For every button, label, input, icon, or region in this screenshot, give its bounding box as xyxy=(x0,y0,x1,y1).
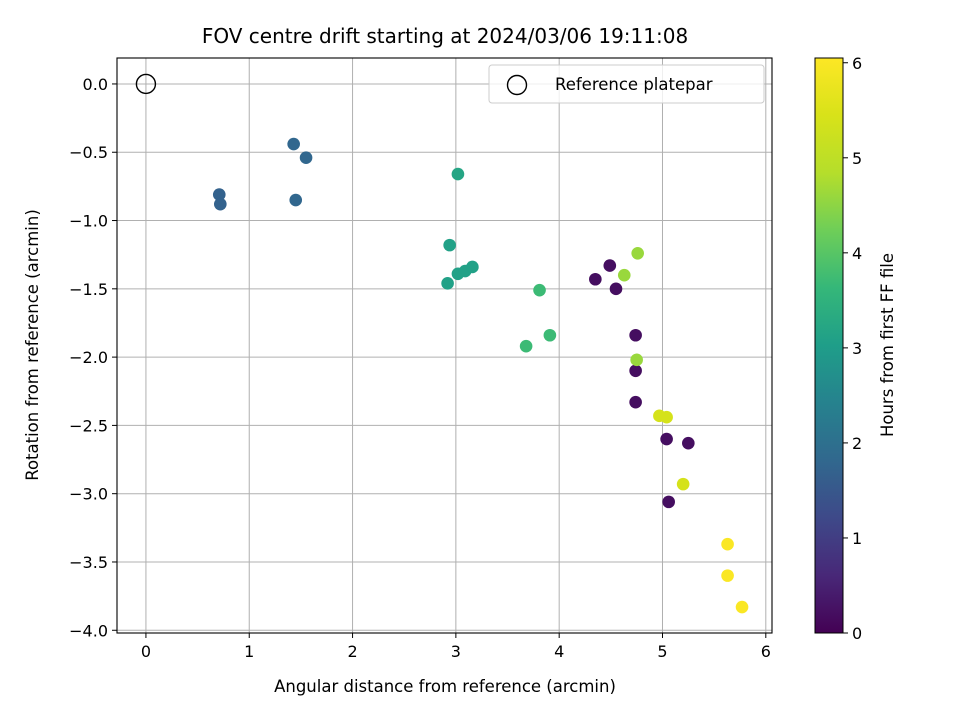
scatter-point xyxy=(519,339,533,353)
colorbar-tick-label: 4 xyxy=(852,244,862,263)
y-tick-label: −4.0 xyxy=(69,621,108,640)
scatter-point xyxy=(589,272,602,286)
scatter-point xyxy=(617,268,631,282)
y-tick-label: 0.0 xyxy=(83,75,108,94)
scatter-point xyxy=(629,395,642,409)
y-tick-label: −1.0 xyxy=(69,212,108,231)
scatter-point xyxy=(629,364,642,378)
chart-title: FOV centre drift starting at 2024/03/06 … xyxy=(202,24,688,48)
scatter-point xyxy=(451,167,465,181)
y-tick-label: −3.5 xyxy=(69,553,108,572)
reference-platepar-marker xyxy=(135,73,157,95)
y-tick-label: −2.5 xyxy=(69,416,108,435)
plot-frame xyxy=(116,57,773,634)
scatter-point xyxy=(662,495,675,509)
x-tick-label: 4 xyxy=(554,642,564,661)
x-axis-label: Angular distance from reference (arcmin) xyxy=(274,677,616,696)
colorbar-bar xyxy=(814,57,844,634)
scatter-point xyxy=(289,193,303,207)
x-axis: 0 1 2 3 4 5 6 xyxy=(141,633,771,661)
legend-label: Reference platepar xyxy=(555,75,713,94)
y-axis: 0.0 −0.5 −1.0 −1.5 −2.0 −2.5 −3.0 −3.5 −4.0 xyxy=(69,75,117,640)
scatter-point xyxy=(630,353,643,367)
x-tick-label: 2 xyxy=(347,642,357,661)
scatter-point xyxy=(603,259,617,272)
y-tick-label: −2.0 xyxy=(69,348,108,367)
colorbar: 0 1 2 3 4 5 6 Hours from first FF file xyxy=(814,54,897,643)
scatter-point xyxy=(629,328,642,342)
colorbar-tick-label: 5 xyxy=(852,149,862,168)
scatter-point xyxy=(212,188,226,201)
scatter-point xyxy=(631,247,644,260)
scatter-point xyxy=(543,328,557,342)
y-tick-label: −1.5 xyxy=(69,280,108,299)
reference-marker-layer xyxy=(135,73,157,95)
x-tick-label: 1 xyxy=(244,642,254,661)
colorbar-tick-label: 0 xyxy=(852,624,862,643)
scatter-point xyxy=(660,410,673,424)
scatter-point xyxy=(660,432,673,446)
scatter-point xyxy=(287,137,300,151)
y-axis-label: Rotation from reference (arcmin) xyxy=(23,209,42,481)
data-points xyxy=(212,137,749,614)
scatter-point xyxy=(735,600,749,614)
colorbar-tick-label: 3 xyxy=(852,339,862,358)
colorbar-tick-label: 6 xyxy=(852,54,862,73)
legend-box xyxy=(488,64,765,104)
x-tick-label: 5 xyxy=(657,642,667,661)
y-tick-label: −0.5 xyxy=(69,143,108,162)
scatter-point xyxy=(682,436,695,450)
scatter-point xyxy=(441,277,454,290)
legend-open-circle-marker xyxy=(506,74,528,96)
scatter-point xyxy=(533,283,546,297)
scatter-point xyxy=(721,537,734,551)
colorbar-tick-label: 1 xyxy=(852,529,862,548)
legend: Reference platepar xyxy=(488,64,765,104)
scatter-point xyxy=(609,282,623,296)
scatter-point xyxy=(214,197,227,211)
x-tick-label: 6 xyxy=(761,642,771,661)
y-tick-label: −3.0 xyxy=(69,485,108,504)
scatter-point xyxy=(299,151,313,165)
scatter-point xyxy=(443,238,456,252)
scatter-point xyxy=(466,260,479,274)
colorbar-tick-label: 2 xyxy=(852,434,862,453)
x-tick-label: 3 xyxy=(451,642,461,661)
colorbar-ticks: 0 1 2 3 4 5 6 xyxy=(843,54,862,643)
x-tick-label: 0 xyxy=(141,642,151,661)
colorbar-label: Hours from first FF file xyxy=(878,253,897,437)
scatter-point xyxy=(721,569,734,582)
scatter-point xyxy=(676,477,690,491)
